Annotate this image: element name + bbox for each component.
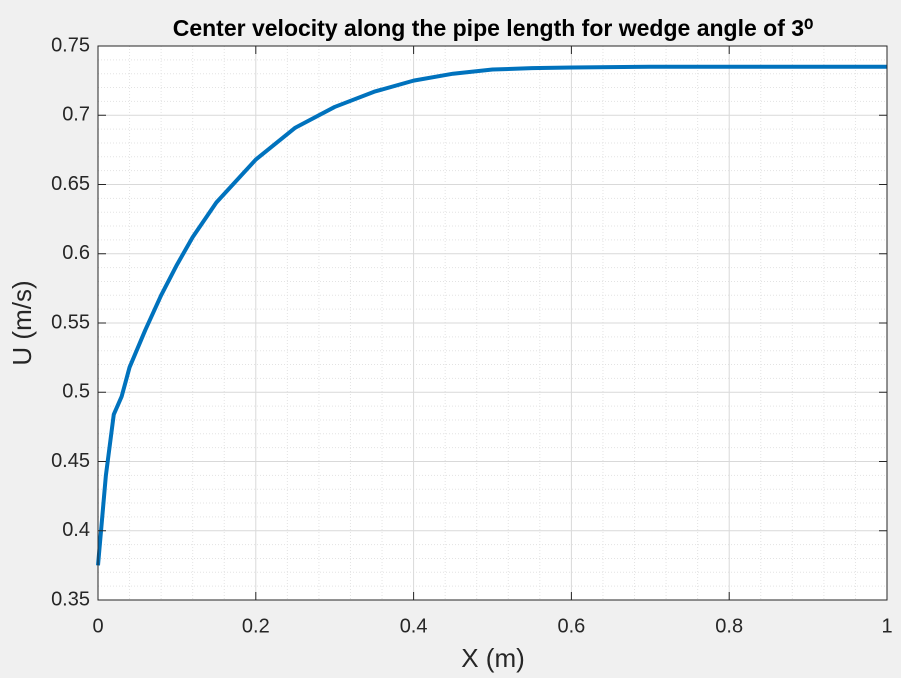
y-tick-label: 0.75 <box>51 34 90 56</box>
x-tick-label: 0.4 <box>400 615 428 637</box>
y-tick-label: 0.55 <box>51 311 90 333</box>
y-tick-label: 0.65 <box>51 173 90 195</box>
x-tick-label: 1 <box>881 615 892 637</box>
x-tick-label: 0.8 <box>715 615 743 637</box>
marks <box>96 64 887 566</box>
x-tick-label: 0.6 <box>557 615 585 637</box>
y-tick-label: 0.6 <box>62 242 90 264</box>
y-tick-label: 0.5 <box>62 381 90 403</box>
y-tick-label: 0.7 <box>62 104 90 126</box>
x-axis-label: X (m) <box>461 643 525 673</box>
y-tick-label: 0.4 <box>62 519 90 541</box>
x-tick-label: 0 <box>92 615 103 637</box>
y-tick-label: 0.35 <box>51 588 90 610</box>
grid <box>97 45 888 601</box>
y-axis-label: U (m/s) <box>7 280 37 365</box>
data-line <box>96 64 887 566</box>
y-tick-label: 0.45 <box>51 450 90 472</box>
x-tick-label: 0.2 <box>242 615 270 637</box>
chart-title: Center velocity along the pipe length fo… <box>173 15 814 41</box>
